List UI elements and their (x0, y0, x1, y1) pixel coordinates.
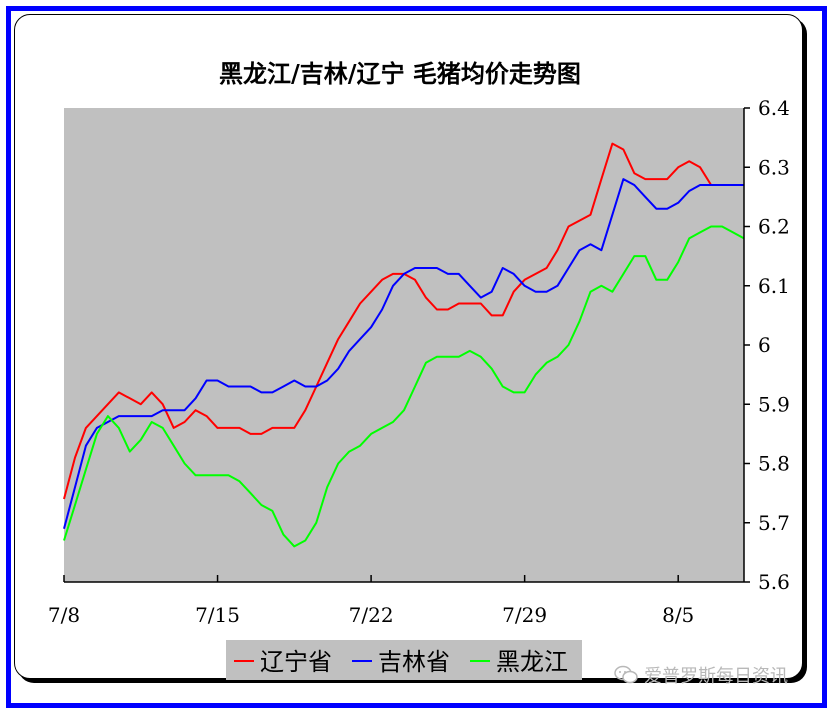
y-tick-label: 6.3 (758, 155, 790, 179)
series-line-2 (63, 225, 745, 548)
plot-area (64, 108, 744, 582)
y-tick-label: 5.8 (758, 452, 790, 476)
x-tick-label: 7/22 (349, 603, 394, 627)
legend-label-0: 辽宁省 (260, 648, 332, 676)
chart-title: 黑龙江/吉林/辽宁 毛猪均价走势图 (219, 59, 581, 88)
series-line-1 (63, 178, 744, 529)
y-tick-label: 6.2 (758, 215, 790, 239)
watermark: 爱普罗斯每日资讯 (614, 660, 788, 690)
legend-label-2: 黑龙江 (496, 648, 568, 676)
y-tick-label: 5.6 (758, 570, 790, 594)
watermark-text: 爱普罗斯每日资讯 (644, 666, 788, 687)
y-tick-label: 6.4 (758, 96, 790, 120)
y-tick-label: 5.7 (758, 511, 790, 535)
x-tick-label: 7/29 (502, 603, 547, 627)
x-tick-label: 7/15 (195, 603, 240, 627)
x-tick-label: 7/8 (48, 603, 80, 627)
legend: 辽宁省 吉林省 黑龙江 (226, 640, 582, 680)
wechat-icon (614, 665, 638, 684)
y-tick-label: 6.1 (758, 274, 790, 298)
x-tick-label: 8/5 (662, 603, 694, 627)
legend-label-1: 吉林省 (378, 648, 450, 676)
legend-box (226, 640, 582, 680)
y-tick-label: 5.9 (758, 392, 790, 416)
y-tick-label: 6 (758, 333, 771, 357)
